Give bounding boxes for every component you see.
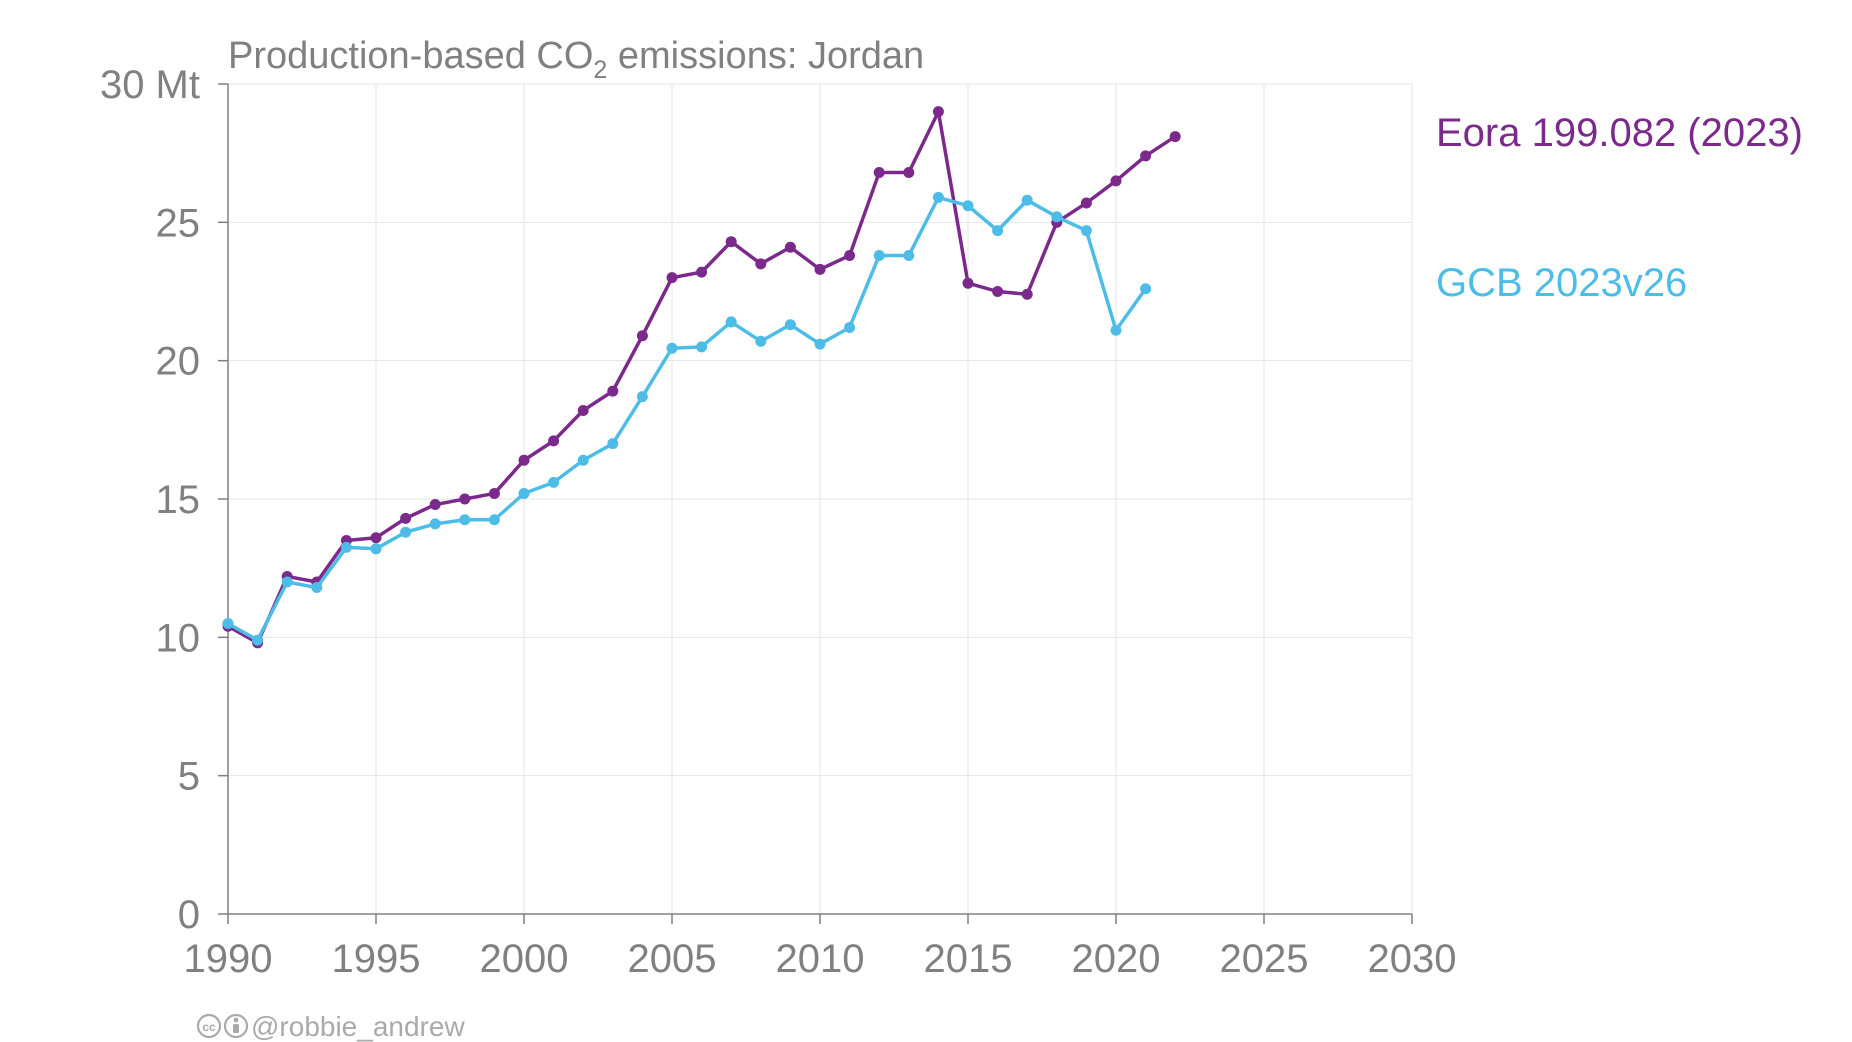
series-0-point-2005 (666, 272, 678, 284)
attribution-icon (223, 1013, 249, 1039)
series-1-point-2006 (696, 341, 708, 353)
series-1-point-1994 (340, 541, 352, 553)
series-1-point-1993 (311, 582, 323, 594)
series-0 (222, 106, 1181, 649)
series-0-point-1997 (429, 499, 441, 511)
x-tick-label-1990: 1990 (184, 937, 273, 981)
x-tick-label-2005: 2005 (628, 937, 717, 981)
x-tick-label-2030: 2030 (1368, 937, 1457, 981)
series-1-point-2017 (1021, 194, 1033, 206)
series-0-point-2003 (607, 385, 619, 397)
chart-title-tail: emissions: Jordan (607, 35, 924, 77)
series-1-point-1998 (459, 514, 471, 526)
series-0-point-1998 (459, 493, 471, 505)
series-0-point-2015 (962, 277, 974, 289)
x-axis-tick-labels: 1990 1995 2000 2005 2010 2015 2020 2025 2030 (184, 937, 1457, 981)
series-0-point-2008 (755, 258, 767, 270)
series-1-point-1997 (429, 518, 441, 530)
series-1-point-2007 (725, 316, 737, 328)
legend-entry-0: Eora 199.082 (2023) (1436, 111, 1803, 155)
x-tick-label-2025: 2025 (1220, 937, 1309, 981)
series-0-point-2006 (696, 266, 708, 278)
series-1-point-2020 (1110, 324, 1122, 336)
series-0-point-2011 (844, 250, 856, 262)
x-tick-label-1995: 1995 (332, 937, 421, 981)
series-0-point-2001 (548, 435, 560, 447)
series-0-point-2010 (814, 263, 826, 275)
series-0-point-1995 (370, 532, 382, 544)
series-1-point-2010 (814, 338, 826, 350)
series-1-point-2000 (518, 487, 530, 499)
legend-entry-1: GCB 2023v26 (1436, 261, 1687, 305)
y-tick-label-15: 15 (156, 478, 201, 522)
series-1-point-2009 (784, 319, 796, 331)
y-tick-label-10: 10 (156, 616, 201, 660)
series-1-point-2004 (636, 391, 648, 403)
series-0-point-2002 (577, 404, 589, 416)
series-0-point-2004 (636, 330, 648, 342)
series-layer (222, 106, 1181, 649)
y-tick-label-30: 30 Mt (100, 63, 200, 107)
series-0-point-1996 (400, 512, 412, 524)
series-1-point-1992 (281, 576, 293, 588)
series-0-point-2021 (1140, 150, 1152, 162)
grid-lines (228, 83, 1413, 914)
series-0-point-1999 (488, 487, 500, 499)
series-1-point-2021 (1140, 283, 1152, 295)
series-1-point-2008 (755, 335, 767, 347)
series-1-point-1996 (400, 526, 412, 538)
chart-title-subscript: 2 (593, 56, 607, 84)
series-1 (222, 191, 1152, 646)
series-0-point-2013 (903, 167, 915, 179)
series-1-point-2018 (1051, 211, 1063, 223)
series-1-point-2016 (992, 225, 1004, 237)
y-tick-label-25: 25 (156, 201, 201, 245)
series-1-point-2011 (844, 321, 856, 333)
series-0-point-2007 (725, 236, 737, 248)
series-1-point-2003 (607, 438, 619, 450)
y-tick-label-5: 5 (178, 755, 200, 799)
series-1-point-1995 (370, 543, 382, 555)
series-1-point-2019 (1080, 225, 1092, 237)
x-tick-label-2010: 2010 (776, 937, 865, 981)
series-0-point-2020 (1110, 175, 1122, 187)
series-1-point-2001 (548, 476, 560, 488)
series-0-point-2019 (1080, 197, 1092, 209)
axes (218, 83, 1413, 924)
series-0-point-2000 (518, 454, 530, 466)
series-0-point-2012 (873, 167, 885, 179)
svg-text:cc: cc (202, 1020, 216, 1034)
credit: cc @robbie_andrew (196, 1011, 465, 1042)
x-tick-label-2015: 2015 (924, 937, 1013, 981)
x-tick-label-2000: 2000 (480, 937, 569, 981)
series-0-point-2014 (932, 106, 944, 118)
chart-title-main: Production-based CO (228, 35, 593, 77)
creative-commons-icon: cc (196, 1013, 222, 1039)
x-tick-label-2020: 2020 (1072, 937, 1161, 981)
series-line-1 (227, 195, 1148, 642)
series-1-point-2015 (962, 200, 974, 212)
credit-text: @robbie_andrew (251, 1011, 465, 1042)
series-0-point-2009 (784, 241, 796, 253)
series-1-point-2012 (873, 250, 885, 262)
series-1-point-2013 (903, 250, 915, 262)
series-line-0 (227, 109, 1177, 645)
legend: Eora 199.082 (2023) GCB 2023v26 (1436, 111, 1803, 305)
series-1-point-2002 (577, 454, 589, 466)
series-1-point-1991 (252, 634, 264, 646)
series-1-point-2014 (932, 191, 944, 203)
y-tick-label-20: 20 (156, 340, 201, 384)
series-1-point-1999 (488, 514, 500, 526)
y-tick-label-0: 0 (178, 893, 200, 937)
series-0-point-2022 (1169, 131, 1181, 143)
series-0-point-2016 (992, 286, 1004, 297)
series-1-point-2005 (666, 342, 678, 354)
series-0-point-2017 (1021, 288, 1033, 300)
series-1-point-1990 (222, 618, 234, 629)
chart-title: Production-based CO2 emissions: Jordan (228, 35, 924, 84)
y-axis-tick-labels: 0 5 10 15 20 25 30 Mt (100, 63, 200, 937)
